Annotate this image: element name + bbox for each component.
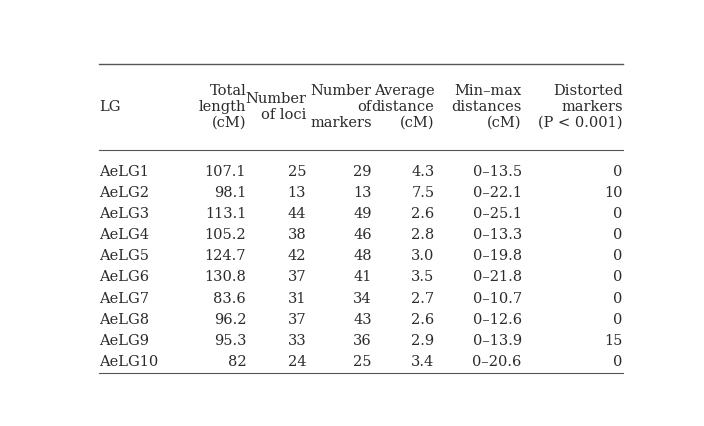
Text: 83.6: 83.6 (213, 291, 246, 305)
Text: 130.8: 130.8 (204, 271, 246, 285)
Text: 13: 13 (353, 186, 372, 200)
Text: Distorted
markers
(P < 0.001): Distorted markers (P < 0.001) (538, 83, 622, 130)
Text: 49: 49 (353, 207, 372, 221)
Text: Number
of loci: Number of loci (245, 92, 306, 122)
Text: 2.9: 2.9 (411, 334, 434, 348)
Text: 0: 0 (613, 355, 622, 369)
Text: AeLG10: AeLG10 (99, 355, 158, 369)
Text: 0–25.1: 0–25.1 (473, 207, 522, 221)
Text: 24: 24 (288, 355, 306, 369)
Text: 0: 0 (613, 271, 622, 285)
Text: 43: 43 (353, 313, 372, 327)
Text: 38: 38 (287, 228, 306, 242)
Text: 10: 10 (604, 186, 622, 200)
Text: AeLG3: AeLG3 (99, 207, 149, 221)
Text: 46: 46 (353, 228, 372, 242)
Text: AeLG5: AeLG5 (99, 249, 149, 263)
Text: 107.1: 107.1 (205, 164, 246, 178)
Text: 0: 0 (613, 249, 622, 263)
Text: Number
of
markers: Number of markers (310, 83, 372, 130)
Text: 105.2: 105.2 (205, 228, 246, 242)
Text: 0–10.7: 0–10.7 (472, 291, 522, 305)
Text: 0–13.5: 0–13.5 (472, 164, 522, 178)
Text: 3.4: 3.4 (411, 355, 434, 369)
Text: 15: 15 (604, 334, 622, 348)
Text: 7.5: 7.5 (411, 186, 434, 200)
Text: 48: 48 (353, 249, 372, 263)
Text: 0–13.3: 0–13.3 (472, 228, 522, 242)
Text: 25: 25 (353, 355, 372, 369)
Text: 4.3: 4.3 (411, 164, 434, 178)
Text: AeLG7: AeLG7 (99, 291, 149, 305)
Text: 41: 41 (353, 271, 372, 285)
Text: Min–max
distances
(cM): Min–max distances (cM) (451, 83, 522, 130)
Text: AeLG2: AeLG2 (99, 186, 149, 200)
Text: 0: 0 (613, 313, 622, 327)
Text: 0–22.1: 0–22.1 (473, 186, 522, 200)
Text: AeLG9: AeLG9 (99, 334, 149, 348)
Text: 0–13.9: 0–13.9 (472, 334, 522, 348)
Text: 0: 0 (613, 207, 622, 221)
Text: 29: 29 (353, 164, 372, 178)
Text: 34: 34 (353, 291, 372, 305)
Text: 82: 82 (227, 355, 246, 369)
Text: 0–12.6: 0–12.6 (472, 313, 522, 327)
Text: 2.8: 2.8 (411, 228, 434, 242)
Text: AeLG6: AeLG6 (99, 271, 149, 285)
Text: 0–21.8: 0–21.8 (472, 271, 522, 285)
Text: 37: 37 (288, 271, 306, 285)
Text: 37: 37 (288, 313, 306, 327)
Text: 2.6: 2.6 (411, 313, 434, 327)
Text: 0: 0 (613, 164, 622, 178)
Text: 124.7: 124.7 (205, 249, 246, 263)
Text: AeLG1: AeLG1 (99, 164, 149, 178)
Text: 44: 44 (288, 207, 306, 221)
Text: 98.1: 98.1 (214, 186, 246, 200)
Text: 42: 42 (288, 249, 306, 263)
Text: 33: 33 (287, 334, 306, 348)
Text: AeLG4: AeLG4 (99, 228, 149, 242)
Text: 95.3: 95.3 (214, 334, 246, 348)
Text: 0: 0 (613, 291, 622, 305)
Text: 3.0: 3.0 (411, 249, 434, 263)
Text: 96.2: 96.2 (214, 313, 246, 327)
Text: 2.7: 2.7 (411, 291, 434, 305)
Text: 31: 31 (288, 291, 306, 305)
Text: LG: LG (99, 100, 120, 114)
Text: 113.1: 113.1 (205, 207, 246, 221)
Text: 0–20.6: 0–20.6 (472, 355, 522, 369)
Text: Total
length
(cM): Total length (cM) (199, 83, 246, 130)
Text: 3.5: 3.5 (411, 271, 434, 285)
Text: 13: 13 (288, 186, 306, 200)
Text: 36: 36 (353, 334, 372, 348)
Text: Average
distance
(cM): Average distance (cM) (372, 83, 434, 130)
Text: AeLG8: AeLG8 (99, 313, 149, 327)
Text: 25: 25 (288, 164, 306, 178)
Text: 0: 0 (613, 228, 622, 242)
Text: 0–19.8: 0–19.8 (472, 249, 522, 263)
Text: 2.6: 2.6 (411, 207, 434, 221)
